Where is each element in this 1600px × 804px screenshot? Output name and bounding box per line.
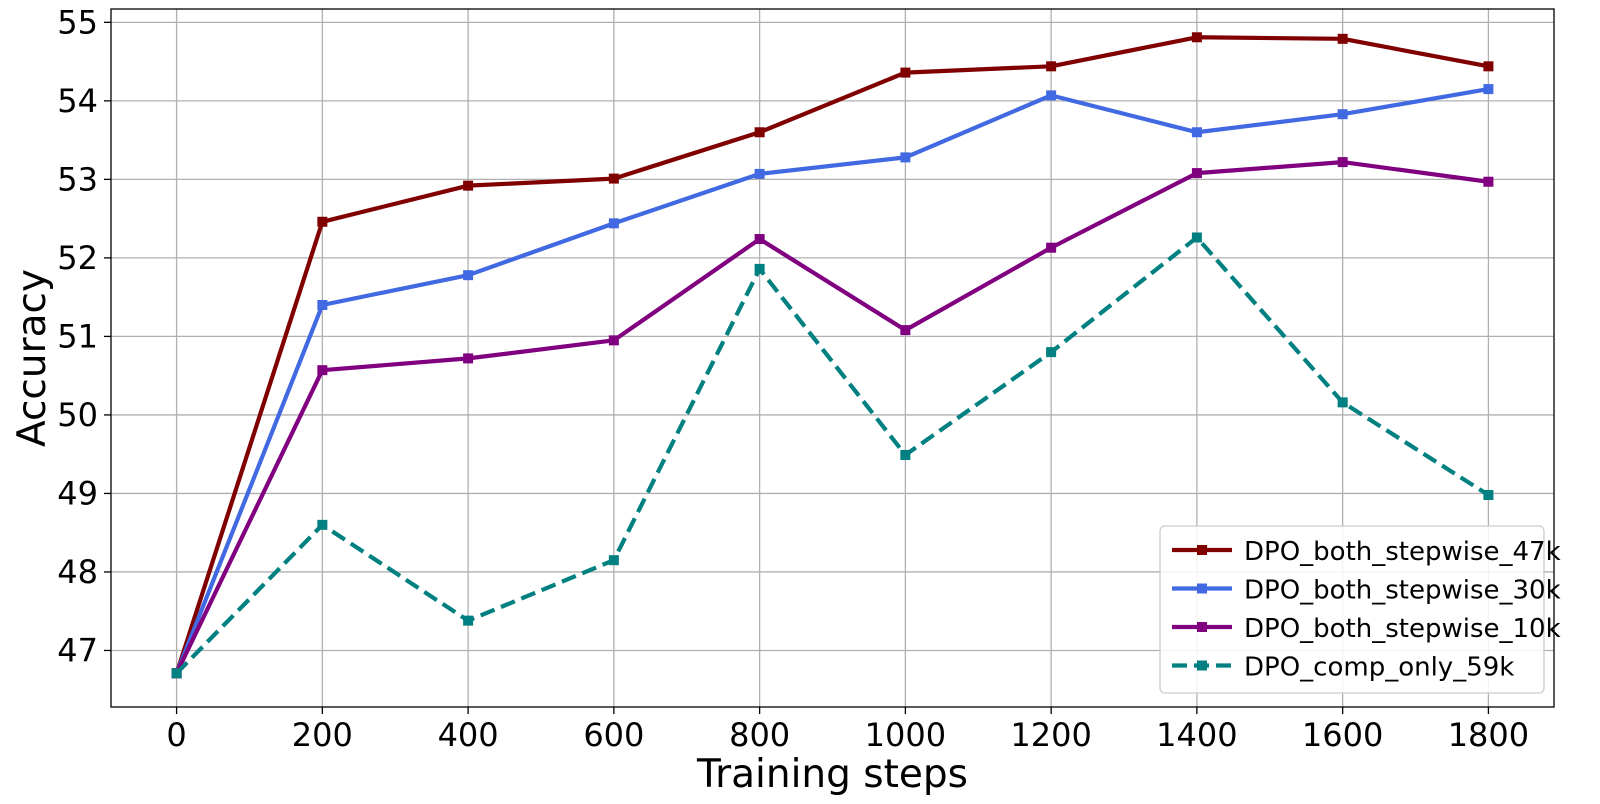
series-dpo-comp-only-59k [171,232,1494,679]
data-point-marker [1046,61,1057,72]
series-line [174,160,1491,676]
y-axis-label: Accuracy [10,269,55,447]
legend-label: DPO_both_stepwise_10k [1244,614,1561,644]
legend: DPO_both_stepwise_47k DPO_both_stepwise_3… [1159,525,1561,694]
data-point-marker [1483,176,1494,187]
data-point-marker [754,263,765,274]
data-point-marker [1046,90,1057,101]
x-tick-label: 1000 [865,716,946,754]
data-point-marker [317,365,328,376]
series-line [174,35,1491,676]
y-tick-label: 54 [57,82,98,120]
legend-item: DPO_both_stepwise_47k [1172,537,1561,567]
data-point-marker [1337,33,1348,44]
axis-ticks: 0 200 400 600 800 1000 1200 1400 1600 1800 47 48 49 5… [57,3,1529,754]
data-point-marker [608,555,619,566]
x-tick-label: 1400 [1156,716,1237,754]
data-point-marker [900,67,911,78]
data-point-marker [754,234,765,245]
y-tick-label: 53 [57,160,98,198]
data-point-marker [1046,242,1057,253]
data-point-marker [608,173,619,184]
series-lines [171,32,1494,679]
data-point-marker [317,519,328,530]
legend-item: DPO_comp_only_59k [1172,653,1514,683]
data-point-marker [1191,232,1202,243]
legend-label: DPO_both_stepwise_47k [1244,537,1561,567]
x-tick-label: 1800 [1448,716,1529,754]
series-line [174,86,1491,676]
data-point-marker [1191,168,1202,179]
y-tick-label: 50 [57,396,98,434]
legend-item: DPO_both_stepwise_30k [1172,576,1561,606]
data-point-marker [1337,397,1348,408]
x-axis-label: Training steps [696,752,968,797]
data-point-marker [171,668,182,679]
data-point-marker [754,168,765,179]
data-point-marker [754,127,765,138]
y-tick-label: 51 [57,317,98,355]
legend-marker-swatch [1197,545,1207,555]
y-tick-label: 48 [57,553,98,591]
legend-item: DPO_both_stepwise_10k [1172,614,1561,644]
data-point-marker [1483,490,1494,501]
y-tick-label: 52 [57,239,98,277]
legend-marker-swatch [1197,622,1207,632]
y-tick-label: 49 [57,474,98,512]
data-point-marker [1191,32,1202,43]
x-tick-label: 200 [292,716,353,754]
plot-frame [110,8,1555,708]
data-point-marker [317,300,328,311]
x-tick-label: 600 [583,716,644,754]
data-point-marker [1483,61,1494,72]
data-point-marker [1337,109,1348,120]
data-point-marker [317,216,328,227]
data-point-marker [463,180,474,191]
x-tick-label: 0 [166,716,186,754]
data-point-marker [900,152,911,163]
data-point-marker [1337,157,1348,168]
data-point-marker [1483,84,1494,95]
legend-marker-swatch [1197,583,1207,594]
data-point-marker [608,335,619,346]
legend-frame [1159,525,1545,694]
y-tick-label: 55 [57,3,98,41]
legend-label: DPO_both_stepwise_30k [1244,576,1561,606]
legend-label: DPO_comp_only_59k [1244,653,1514,683]
y-tick-label: 47 [57,631,98,669]
x-tick-label: 800 [729,716,790,754]
data-point-marker [900,325,911,336]
data-point-marker [1046,347,1057,358]
data-point-marker [463,270,474,281]
data-point-marker [463,353,474,364]
legend-marker-swatch [1197,660,1207,671]
data-point-marker [608,218,619,229]
data-point-marker [463,615,474,626]
x-tick-label: 1600 [1302,716,1383,754]
x-tick-label: 400 [438,716,499,754]
data-point-marker [1191,127,1202,138]
x-tick-label: 1200 [1010,716,1091,754]
series-line [175,235,1490,675]
data-point-marker [900,449,911,460]
